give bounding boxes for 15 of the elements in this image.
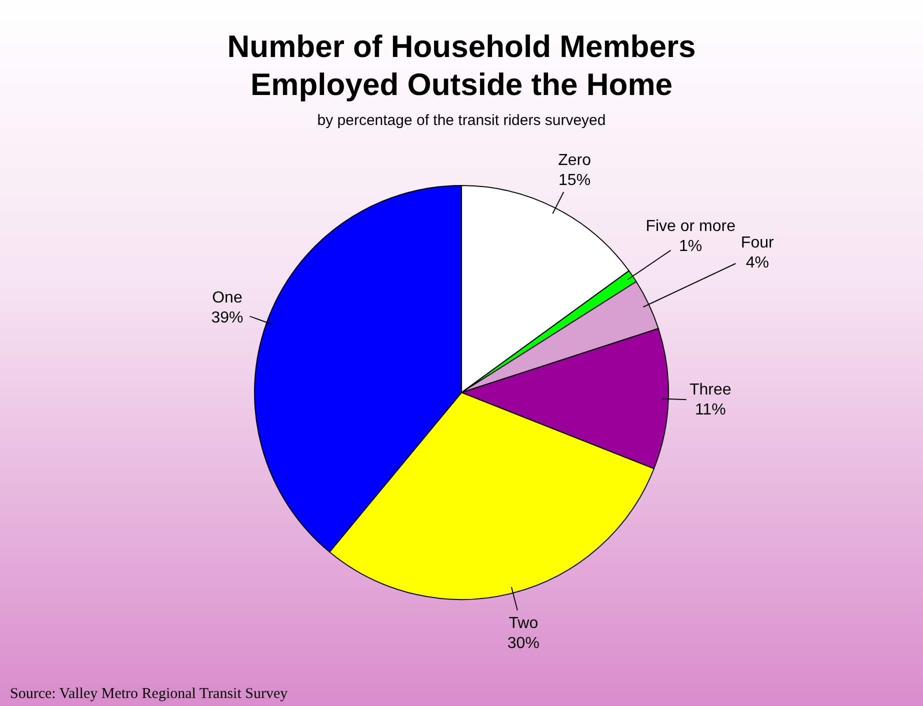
data-label: 1% — [679, 238, 702, 256]
data-label: 15% — [558, 172, 591, 190]
data-label: 39% — [211, 310, 244, 327]
slice-label: Five or more — [646, 218, 736, 236]
slice-label: Two — [508, 615, 538, 632]
chart-title: Number of Household Members Employed Outside the Home — [226, 28, 697, 104]
slice-label: Zero — [558, 152, 592, 170]
slice-label: One — [212, 290, 242, 307]
chart-subtitle: by percentage of the transit riders surveyed — [316, 112, 607, 129]
source-note: Source: Valley Metro Regional Transit Survey — [10, 686, 288, 703]
slice-label: Three — [689, 382, 732, 399]
data-label: 30% — [507, 635, 540, 652]
data-label: 11% — [694, 402, 726, 419]
data-label: 4% — [746, 254, 769, 272]
slice-label: Four — [740, 234, 774, 252]
